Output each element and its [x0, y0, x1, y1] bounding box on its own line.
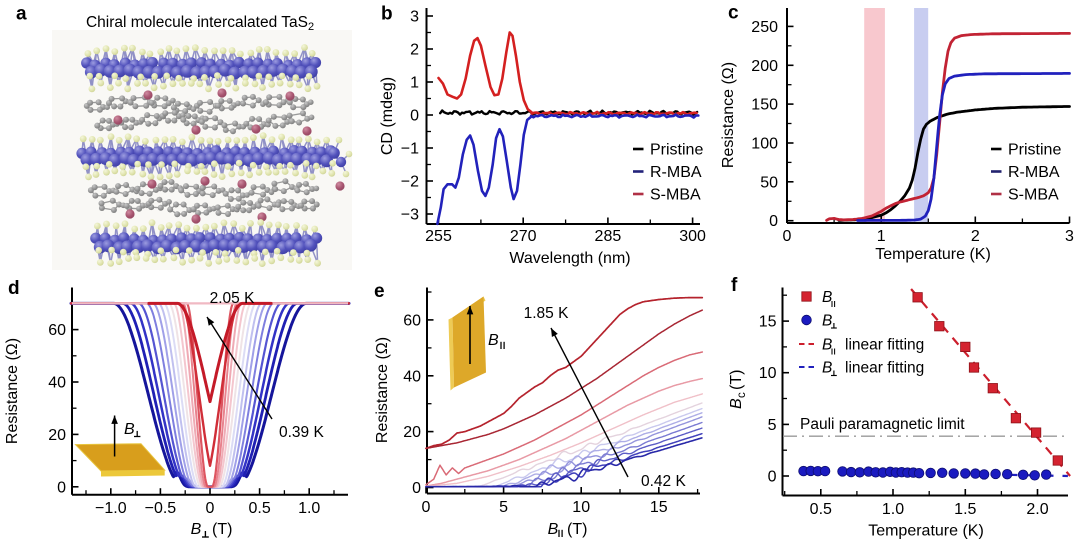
svg-text:2: 2 [410, 42, 419, 59]
svg-text:B: B [191, 521, 202, 538]
svg-text:(T): (T) [728, 370, 745, 390]
svg-text:d: d [8, 278, 20, 299]
svg-text:B: B [822, 313, 832, 330]
svg-text:2.0: 2.0 [1026, 501, 1048, 518]
svg-text:0.42 K: 0.42 K [641, 473, 686, 490]
svg-text:Pristine: Pristine [650, 142, 703, 159]
svg-text:2.05 K: 2.05 K [210, 290, 255, 307]
svg-text:B: B [822, 337, 832, 354]
svg-text:S-MBA: S-MBA [650, 187, 701, 204]
svg-text:1.5: 1.5 [954, 501, 976, 518]
svg-text:2: 2 [971, 228, 980, 245]
svg-text:1: 1 [877, 228, 886, 245]
svg-text:3: 3 [1065, 228, 1074, 245]
svg-text:R-MBA: R-MBA [650, 164, 702, 181]
svg-text:−1.0: −1.0 [95, 500, 127, 517]
svg-text:100: 100 [751, 136, 778, 153]
svg-text:1.0: 1.0 [882, 501, 904, 518]
svg-text:0: 0 [422, 499, 431, 516]
svg-text:0: 0 [768, 469, 777, 486]
svg-text:0: 0 [769, 213, 778, 230]
svg-text:linear fitting: linear fitting [845, 337, 924, 354]
svg-text:−0.5: −0.5 [145, 500, 177, 517]
svg-text:10: 10 [759, 365, 777, 382]
svg-text:0.5: 0.5 [810, 501, 832, 518]
svg-text:0: 0 [206, 500, 215, 517]
svg-text:1: 1 [410, 75, 419, 92]
svg-text:Resistance (Ω): Resistance (Ω) [4, 338, 21, 444]
svg-text:255: 255 [425, 228, 452, 245]
svg-text:60: 60 [48, 322, 66, 339]
svg-text:0: 0 [410, 108, 419, 125]
svg-text:40: 40 [48, 375, 66, 392]
svg-text:B: B [548, 521, 559, 538]
svg-text:300: 300 [679, 228, 706, 245]
svg-text:B: B [488, 332, 499, 349]
svg-text:1.85 K: 1.85 K [524, 305, 569, 322]
svg-text:b: b [381, 4, 393, 25]
svg-text:15: 15 [759, 314, 777, 331]
svg-text:CD (mdeg): CD (mdeg) [379, 77, 396, 155]
svg-text:Resistance (Ω): Resistance (Ω) [374, 337, 391, 443]
svg-text:0: 0 [57, 479, 66, 496]
svg-text:200: 200 [751, 58, 778, 75]
svg-text:0.39 K: 0.39 K [279, 424, 324, 441]
svg-text:Chiral molecule intercalated T: Chiral molecule intercalated TaS2 [86, 14, 314, 33]
svg-text:270: 270 [510, 228, 537, 245]
svg-text:Resistance (Ω): Resistance (Ω) [720, 62, 737, 168]
svg-text:B: B [728, 398, 745, 409]
svg-text:linear fitting: linear fitting [845, 360, 924, 377]
svg-text:Pauli paramagnetic limit: Pauli paramagnetic limit [800, 416, 965, 433]
svg-text:e: e [374, 281, 385, 302]
svg-text:R-MBA: R-MBA [1008, 164, 1060, 181]
svg-text:Temperature (K): Temperature (K) [875, 246, 991, 263]
svg-text:(T): (T) [567, 521, 587, 538]
svg-text:15: 15 [650, 499, 668, 516]
svg-text:c: c [736, 392, 748, 398]
svg-text:60: 60 [403, 312, 421, 329]
svg-text:Pristine: Pristine [1008, 142, 1061, 159]
svg-text:Wavelength (nm): Wavelength (nm) [509, 250, 630, 267]
svg-text:c: c [728, 3, 739, 24]
svg-text:a: a [16, 4, 27, 25]
svg-text:(T): (T) [212, 521, 232, 538]
svg-text:20: 20 [48, 427, 66, 444]
svg-text:3: 3 [410, 9, 419, 26]
svg-text:0.5: 0.5 [248, 500, 270, 517]
svg-text:250: 250 [751, 19, 778, 36]
svg-text:40: 40 [403, 368, 421, 385]
svg-text:B: B [124, 421, 135, 438]
svg-text:Temperature (K): Temperature (K) [868, 523, 984, 540]
svg-text:−2: −2 [401, 174, 419, 191]
svg-text:5: 5 [499, 499, 508, 516]
svg-text:f: f [731, 275, 738, 296]
svg-text:−3: −3 [401, 207, 419, 224]
svg-text:10: 10 [572, 499, 590, 516]
svg-text:150: 150 [751, 97, 778, 114]
svg-text:B: B [822, 360, 832, 377]
svg-text:20: 20 [403, 424, 421, 441]
svg-text:5: 5 [768, 417, 777, 434]
svg-text:B: B [822, 289, 832, 306]
svg-text:285: 285 [595, 228, 622, 245]
svg-text:1.0: 1.0 [298, 500, 320, 517]
svg-text:50: 50 [760, 174, 778, 191]
svg-text:S-MBA: S-MBA [1008, 187, 1059, 204]
svg-text:0: 0 [783, 228, 792, 245]
svg-text:0: 0 [412, 480, 421, 497]
svg-text:−1: −1 [401, 141, 419, 158]
